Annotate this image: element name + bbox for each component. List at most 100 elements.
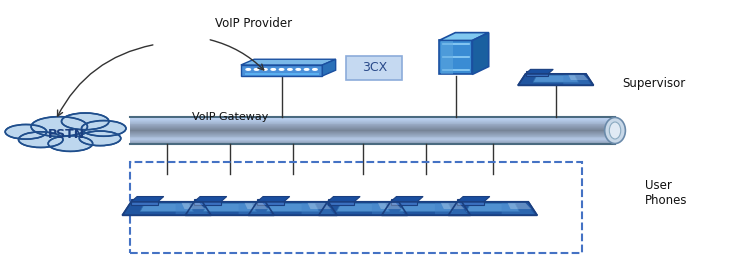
Polygon shape (391, 199, 417, 205)
Bar (130, 141, 615, 143)
Polygon shape (525, 69, 554, 74)
Polygon shape (382, 202, 471, 215)
Polygon shape (399, 203, 453, 212)
Bar (130, 135, 615, 136)
Polygon shape (328, 197, 360, 202)
Circle shape (62, 113, 109, 130)
Polygon shape (182, 203, 205, 209)
Circle shape (288, 69, 292, 70)
Circle shape (31, 117, 87, 137)
Circle shape (271, 69, 276, 70)
Circle shape (262, 69, 268, 70)
Polygon shape (302, 203, 334, 214)
Bar (130, 128, 615, 129)
Polygon shape (194, 197, 227, 202)
Polygon shape (308, 203, 331, 209)
Polygon shape (131, 199, 158, 205)
Bar (130, 140, 615, 141)
Bar (130, 125, 615, 126)
Bar (442, 41, 453, 74)
Polygon shape (185, 202, 274, 215)
Bar (347, 56, 402, 80)
Bar (130, 121, 615, 122)
Text: VoIP Gateway: VoIP Gateway (191, 112, 268, 122)
Polygon shape (508, 203, 531, 209)
Circle shape (279, 69, 284, 70)
Polygon shape (322, 59, 336, 76)
Bar (130, 118, 615, 119)
Polygon shape (241, 59, 336, 65)
Bar (130, 141, 615, 142)
Circle shape (34, 118, 84, 135)
Polygon shape (525, 71, 548, 76)
Bar (130, 132, 615, 133)
Bar (130, 137, 615, 138)
Polygon shape (176, 203, 208, 214)
Bar (130, 134, 615, 135)
Bar (130, 126, 615, 127)
Polygon shape (563, 75, 591, 85)
Circle shape (84, 121, 124, 135)
Polygon shape (441, 203, 465, 209)
Polygon shape (248, 202, 337, 215)
Bar (130, 162, 582, 253)
Ellipse shape (605, 117, 625, 144)
Polygon shape (336, 203, 390, 212)
Text: PSTN: PSTN (48, 128, 85, 141)
Bar (130, 120, 615, 121)
Polygon shape (378, 203, 402, 209)
Polygon shape (122, 202, 211, 215)
Polygon shape (457, 199, 484, 205)
Polygon shape (518, 74, 594, 85)
Circle shape (79, 131, 121, 146)
Bar (130, 119, 615, 120)
Text: User
Phones: User Phones (645, 179, 687, 207)
Bar (130, 122, 615, 123)
Circle shape (50, 137, 90, 151)
Polygon shape (131, 197, 164, 202)
Bar (130, 139, 615, 140)
Polygon shape (257, 199, 284, 205)
Text: 3CX: 3CX (362, 61, 387, 74)
Ellipse shape (609, 122, 621, 139)
Polygon shape (328, 199, 354, 205)
Polygon shape (502, 203, 534, 214)
Circle shape (246, 69, 250, 70)
Circle shape (35, 123, 91, 143)
Bar (130, 136, 615, 138)
Text: VoIP Provider: VoIP Provider (215, 17, 292, 30)
Polygon shape (319, 202, 408, 215)
Polygon shape (241, 65, 322, 76)
Bar (130, 124, 615, 125)
Circle shape (254, 69, 259, 70)
Circle shape (21, 133, 61, 147)
Bar (130, 129, 615, 130)
Circle shape (305, 69, 309, 70)
Circle shape (296, 69, 301, 70)
Circle shape (82, 132, 119, 145)
Bar (245, 73, 319, 75)
Polygon shape (239, 203, 271, 214)
Bar (130, 117, 615, 118)
Polygon shape (439, 33, 489, 40)
Bar (130, 138, 615, 139)
Polygon shape (533, 75, 579, 82)
Polygon shape (435, 203, 468, 214)
Circle shape (64, 114, 107, 129)
Polygon shape (140, 203, 193, 212)
Bar (130, 143, 615, 144)
Bar (130, 130, 615, 131)
Circle shape (7, 125, 44, 138)
Bar (130, 131, 615, 132)
Polygon shape (257, 197, 290, 202)
Bar (130, 135, 615, 137)
Polygon shape (266, 203, 319, 212)
Bar (130, 127, 615, 128)
Polygon shape (391, 197, 423, 202)
Circle shape (82, 121, 126, 136)
Bar (130, 128, 615, 130)
Text: Supervisor: Supervisor (622, 77, 685, 90)
Polygon shape (203, 203, 256, 212)
Bar (130, 133, 615, 134)
Polygon shape (457, 197, 490, 202)
